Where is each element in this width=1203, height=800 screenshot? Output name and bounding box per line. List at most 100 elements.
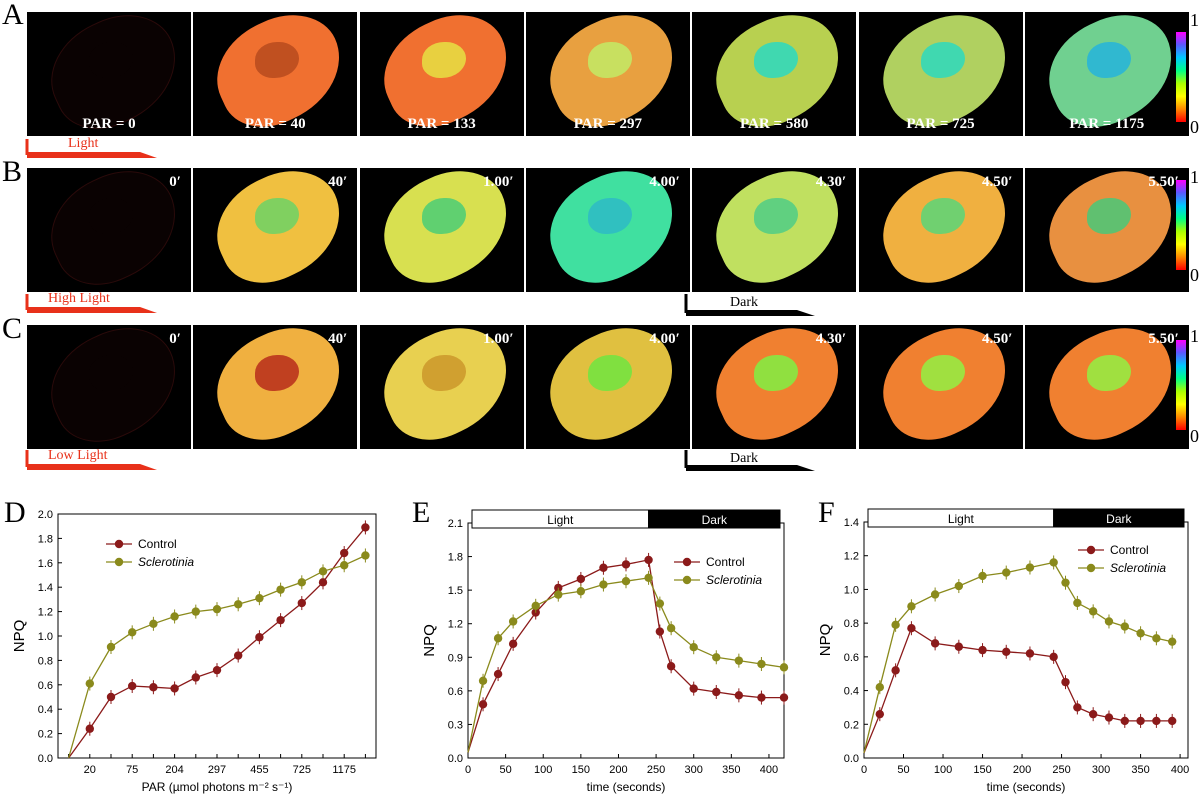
data-point xyxy=(493,634,503,643)
lesion-spot xyxy=(754,355,799,391)
data-point xyxy=(1120,622,1129,631)
y-tick-label: 1.8 xyxy=(448,552,463,564)
x-tick-label: 75 xyxy=(126,764,138,776)
y-tick-label: 2.1 xyxy=(448,518,463,530)
data-point xyxy=(1152,634,1161,643)
leaf-image-a-6: PAR = 725 xyxy=(858,12,1023,136)
chart-d: 0.0 0.2 0.4 0.6 0.8 1.0 1.2 1.4 1.6 1.8 2.0 20 75 204… xyxy=(11,509,377,794)
frame-label: 4.50′ xyxy=(982,174,1013,190)
leaf-image-a-2: PAR = 40 xyxy=(193,12,358,136)
legend-label: Sclerotinia xyxy=(138,555,194,569)
leaf-image-a-4: PAR = 297 xyxy=(525,12,690,136)
leaf-image-c-4: 4.00′ xyxy=(525,325,690,449)
dark-bar xyxy=(1053,508,1185,528)
y-tick-label: 1.0 xyxy=(844,584,859,596)
dark-arrow-c-label: Dark xyxy=(730,451,758,466)
data-point xyxy=(531,601,540,611)
colorbar-b xyxy=(1176,180,1186,270)
frame-label: 4.00′ xyxy=(649,174,680,190)
data-point xyxy=(1120,716,1129,726)
data-point xyxy=(149,619,158,628)
data-point xyxy=(493,669,503,679)
dark-arrow-c xyxy=(684,450,815,471)
frame-label: PAR = 580 xyxy=(740,116,809,132)
leaf-image-a-1: PAR = 0 xyxy=(27,12,191,136)
data-point xyxy=(930,639,940,648)
y-tick-label: 0.3 xyxy=(448,719,463,731)
data-point xyxy=(318,578,328,587)
data-point xyxy=(621,576,631,586)
x-tick-label: 204 xyxy=(165,764,183,776)
data-point xyxy=(1104,713,1114,722)
colorbar-b-top: 1 xyxy=(1190,167,1199,187)
y-tick-label: 1.2 xyxy=(38,607,53,619)
y-tick-label: 1.4 xyxy=(844,517,859,529)
lesion-spot xyxy=(255,42,300,78)
x-tick-label: 50 xyxy=(499,764,511,776)
colorbar-a-top: 1 xyxy=(1190,10,1199,30)
frame-label: 0′ xyxy=(169,331,181,347)
data-point xyxy=(907,602,916,611)
legend-label: Control xyxy=(138,537,177,551)
y-tick-label: 0.8 xyxy=(844,618,859,630)
dark-bar xyxy=(648,509,781,529)
lesion-spot xyxy=(421,198,466,234)
data-point xyxy=(297,598,306,608)
frame-label: PAR = 0 xyxy=(82,116,136,132)
x-tick-label: 350 xyxy=(1131,764,1149,776)
data-point xyxy=(212,665,222,675)
data-point xyxy=(340,561,349,570)
lesion-spot xyxy=(587,198,632,234)
legend-label: Sclerotinia xyxy=(1110,561,1166,575)
data-point xyxy=(779,663,789,672)
data-point xyxy=(1152,716,1161,726)
data-point xyxy=(1088,709,1098,719)
lesion-spot xyxy=(920,42,965,78)
data-point xyxy=(149,683,158,692)
arrow-overlay xyxy=(25,139,815,471)
data-point xyxy=(978,645,987,655)
frame-label: 5.50′ xyxy=(1148,331,1179,347)
data-point xyxy=(655,627,665,636)
dark-arrow-b-label: Dark xyxy=(730,295,758,310)
frame-label: 4.30′ xyxy=(815,331,847,347)
leaf-image-b-5: 4.30′ xyxy=(692,168,857,292)
light-arrow-c-label: Low Light xyxy=(48,448,108,463)
data-point xyxy=(1073,703,1082,712)
y-tick-label: 0.6 xyxy=(38,680,53,692)
leaf-image-c-3: 1.00′ xyxy=(359,325,524,449)
legend-marker xyxy=(682,575,692,585)
frame-label: PAR = 297 xyxy=(573,116,643,132)
leaf-image-c-7: 5.50′ xyxy=(1024,325,1189,449)
data-point xyxy=(128,681,137,691)
data-point xyxy=(757,693,766,702)
data-point xyxy=(666,662,676,671)
x-tick-label: 300 xyxy=(1092,764,1110,776)
y-axis-label: NPQ xyxy=(11,620,28,653)
leaf-image-b-2: 40′ xyxy=(193,168,358,292)
lesion-spot xyxy=(920,198,965,234)
data-point xyxy=(599,580,608,589)
data-point xyxy=(576,587,586,596)
frame-label: 4.50′ xyxy=(982,331,1013,347)
x-tick-label: 100 xyxy=(534,764,552,776)
colorbar-a-bottom: 0 xyxy=(1190,117,1199,137)
light-bar-label: Light xyxy=(547,513,574,527)
lesion-spot xyxy=(754,198,799,234)
data-point xyxy=(478,700,488,709)
x-axis-label: time (seconds) xyxy=(587,780,666,794)
chart-f: 0.0 0.2 0.4 0.6 0.8 1.0 1.2 1.4 0 50 100 150 200 250 3… xyxy=(817,508,1189,794)
x-tick-label: 0 xyxy=(465,764,471,776)
frame-label: 1.00′ xyxy=(483,174,514,190)
lesion-spot xyxy=(421,355,466,391)
panel-letter-c: C xyxy=(2,312,23,345)
frame-label: 40′ xyxy=(328,331,348,347)
leaf-image-a-5: PAR = 580 xyxy=(692,12,857,136)
data-point xyxy=(508,639,518,649)
legend-marker xyxy=(1086,563,1096,573)
lesion-spot xyxy=(255,198,300,234)
colorbar-c xyxy=(1176,340,1186,430)
colorbar-a xyxy=(1176,32,1186,122)
frame-label: PAR = 40 xyxy=(244,116,306,132)
frame-label: 0′ xyxy=(169,174,181,190)
